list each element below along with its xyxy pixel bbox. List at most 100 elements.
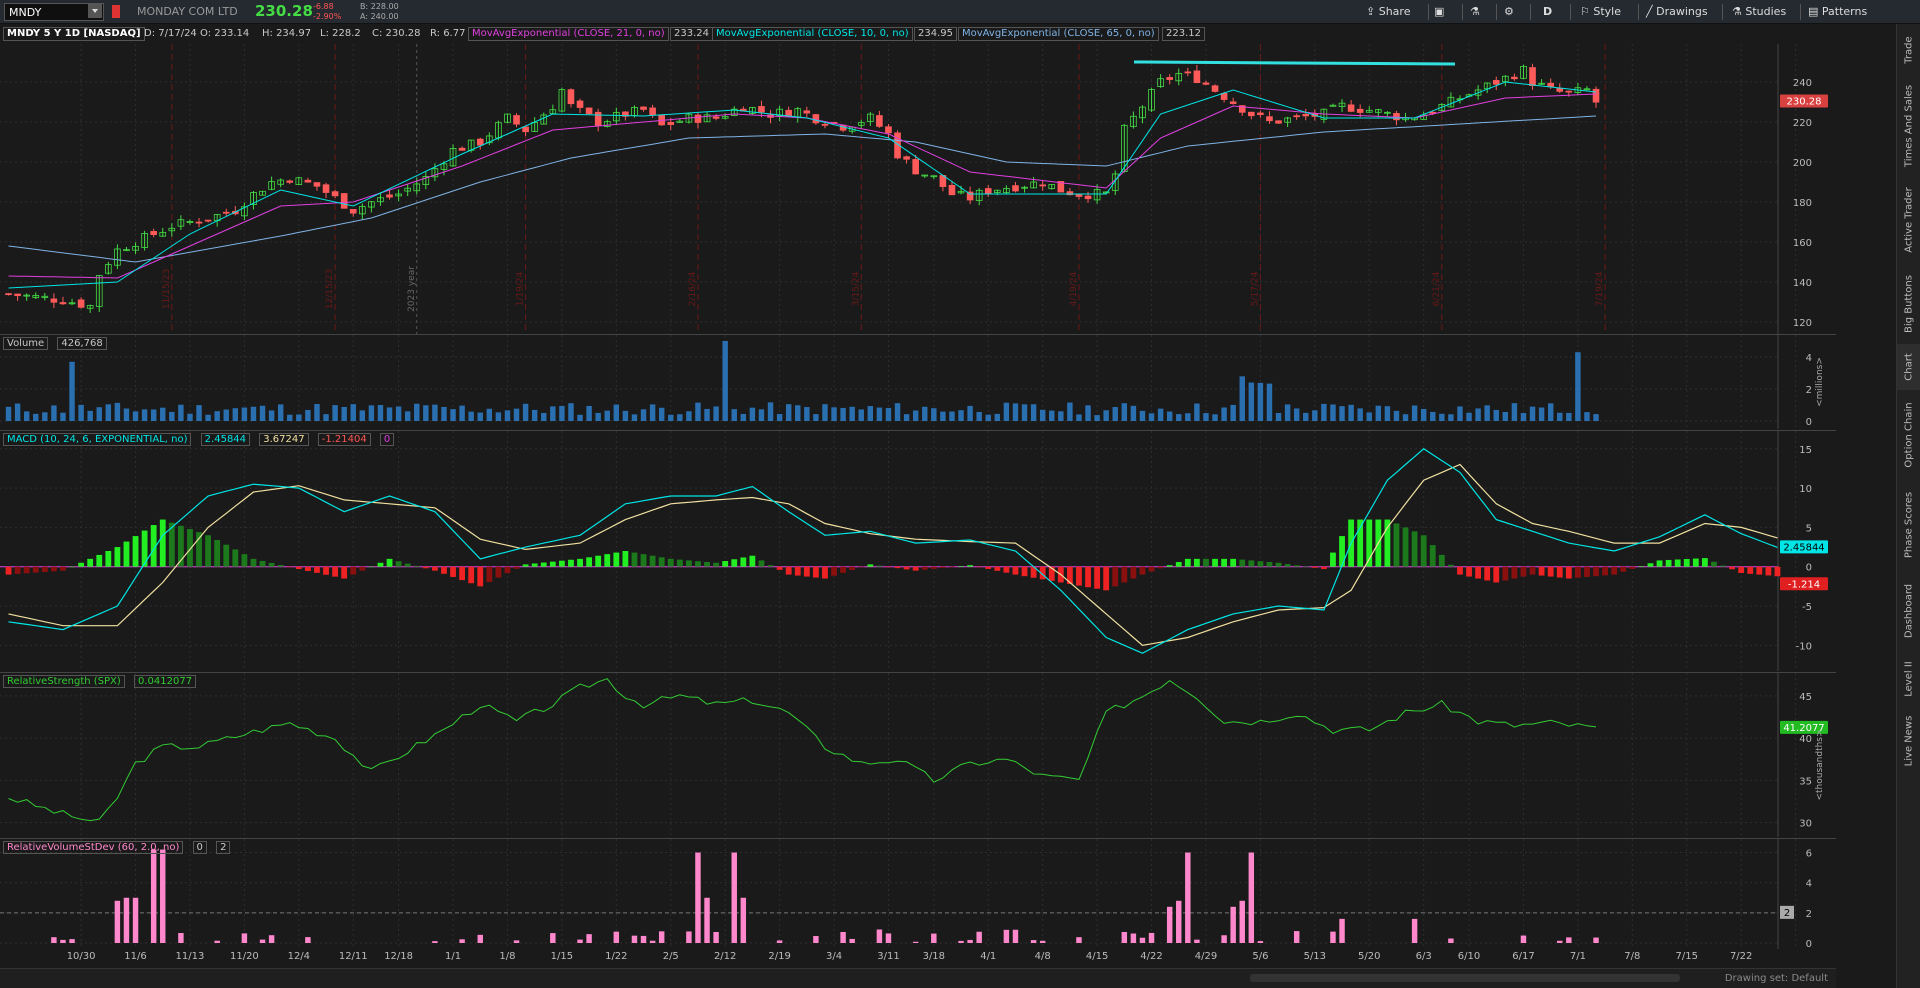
drawing-set-status[interactable]: Drawing set: Default: [1724, 973, 1828, 984]
volume-bar: [87, 410, 93, 421]
volume-bar: [1575, 352, 1581, 421]
flag-icon[interactable]: [112, 5, 120, 18]
horizontal-scrollbar[interactable]: [1250, 974, 1680, 982]
candle-body: [857, 122, 865, 126]
volume-bar: [704, 408, 710, 421]
tab-live-news[interactable]: Live News: [1903, 715, 1915, 767]
company-name: MONDAY COM LTD: [137, 5, 238, 18]
macd-label[interactable]: MACD (10, 24, 6, EXPONENTIAL, no): [3, 433, 192, 446]
timeframe-button[interactable]: D: [1543, 5, 1553, 18]
macd-histogram-bar: [577, 558, 583, 567]
candle-body: [1066, 191, 1074, 196]
candle-body: [395, 193, 402, 197]
volume-bar: [241, 407, 248, 421]
macd-histogram-bar: [1257, 561, 1264, 567]
symbol-dropdown-button[interactable]: [88, 4, 102, 18]
chart-title[interactable]: MNDY 5 Y 1D [NASDAQ]: [3, 27, 145, 41]
candle-body: [730, 108, 738, 117]
candle-body: [984, 188, 992, 194]
flask-icon: ⚗: [1470, 5, 1480, 18]
candle-body: [703, 114, 711, 123]
volume-bar: [1430, 411, 1436, 421]
candle-body: [1193, 70, 1201, 83]
time-axis[interactable]: 10/30 11/6 11/13 11/20 12/4 12/11 12/18 1/1 1/8 1…: [0, 948, 1836, 962]
lab-button[interactable]: ⚗: [1470, 3, 1480, 21]
macd-histogram-bar: [486, 566, 493, 582]
x-tick-label: 7/15: [1676, 951, 1698, 962]
settings-button[interactable]: ⚙: [1504, 3, 1514, 21]
macd-histogram-bar: [867, 564, 874, 567]
ema10-label[interactable]: MovAvgExponential (CLOSE, 10, 0, no): [712, 27, 913, 41]
ema65-value: 223.12: [1162, 27, 1205, 41]
macd-histogram-bar: [1384, 519, 1391, 567]
symbol-input[interactable]: MNDY: [4, 3, 104, 21]
volume-bar: [450, 409, 456, 421]
macd-histogram-bar: [259, 560, 266, 567]
candle-body: [1338, 102, 1346, 107]
candle-body: [1474, 89, 1482, 96]
separator: [1722, 4, 1723, 20]
tab-option-chain[interactable]: Option Chain: [1903, 402, 1915, 468]
volume-bar: [1130, 405, 1137, 421]
x-tick-label: 1/8: [499, 951, 515, 962]
candle-body: [1356, 108, 1364, 113]
ema65-label[interactable]: MovAvgExponential (CLOSE, 65, 0, no): [958, 27, 1159, 41]
macd-histogram-bar: [758, 560, 765, 567]
tab-level-ii[interactable]: Level II: [1903, 661, 1915, 697]
volume-bar: [1203, 413, 1209, 421]
tab-active-trader[interactable]: Active Trader: [1903, 187, 1915, 253]
volume-label[interactable]: Volume: [3, 337, 49, 350]
chart-header: MNDY 5 Y 1D [NASDAQ] D: 7/17/24 O: 233.1…: [0, 24, 1836, 44]
tab-times-and-sales[interactable]: Times And Sales: [1903, 84, 1915, 168]
volume-bar: [33, 413, 39, 421]
volume-bar: [1411, 405, 1418, 421]
tab-chart[interactable]: Chart: [1897, 344, 1920, 390]
rvs-bar: [132, 897, 139, 943]
x-tick-label: 1/22: [605, 951, 627, 962]
rs-chart: 30 35 40 45 41.2077<thousandths>: [0, 673, 1828, 837]
volume-bar: [277, 404, 284, 421]
candle-body: [676, 120, 684, 123]
studies-button[interactable]: ⚗ Studies: [1732, 5, 1787, 18]
volume-bar: [259, 405, 266, 421]
rvs-bar: [150, 849, 157, 943]
volume-bar: [314, 404, 320, 421]
macd-histogram-bar: [967, 565, 974, 567]
volume-bar: [867, 406, 874, 421]
rvs-label[interactable]: RelativeVolumeStDev (60, 2.0, no): [3, 841, 184, 854]
ema21-label[interactable]: MovAvgExponential (CLOSE, 21, 0, no): [468, 27, 669, 41]
price-chart[interactable]: 120 140 160 180 200 220 240 11/15/23 12/15/23 202…: [0, 44, 1836, 334]
share-button[interactable]: ⇪ Share: [1366, 5, 1411, 18]
volume-bar: [994, 413, 1001, 421]
macd-histogram-bar: [1584, 566, 1590, 577]
candle-body: [721, 116, 729, 119]
month-marker-label: 7/19/24: [1595, 271, 1605, 306]
macd-histogram-bar: [513, 566, 520, 569]
macd-histogram-bar: [549, 561, 556, 567]
volume-bar: [78, 404, 84, 421]
macd-histogram-bar: [1103, 566, 1110, 591]
tab-dashboard[interactable]: Dashboard: [1903, 583, 1915, 639]
macd-histogram-bar: [794, 566, 801, 576]
candle-body: [32, 295, 40, 299]
volume-pane[interactable]: Volume 426,768 0 2 4 <millions>: [0, 334, 1836, 429]
style-button[interactable]: ⚐ Style: [1580, 5, 1622, 18]
tab-phase-scores[interactable]: Phase Scores: [1903, 491, 1915, 559]
volume-bar: [858, 409, 864, 421]
screenshot-button[interactable]: ▣: [1434, 3, 1444, 21]
x-tick-label: 11/20: [230, 951, 259, 962]
rs-label[interactable]: RelativeStrength (SPX): [3, 675, 125, 688]
volume-bar: [1402, 414, 1409, 421]
price-pane[interactable]: 120 140 160 180 200 220 240 11/15/23 12/15/23 202…: [0, 44, 1836, 334]
rs-pane[interactable]: RelativeStrength (SPX) 0.0412077 30 35 40 4…: [0, 672, 1836, 837]
price-y-tick: 220: [1793, 118, 1812, 129]
tab-trade[interactable]: Trade: [1903, 36, 1915, 64]
drawings-button[interactable]: ╱ Drawings: [1646, 5, 1708, 18]
camera-icon: ▣: [1434, 5, 1445, 18]
tab-big-buttons[interactable]: Big Buttons: [1903, 275, 1915, 333]
patterns-button[interactable]: ▤ Patterns: [1808, 5, 1868, 18]
volume-bar: [1221, 407, 1227, 421]
macd-pane[interactable]: MACD (10, 24, 6, EXPONENTIAL, no) 2.4584…: [0, 430, 1836, 671]
x-tick-label: 5/6: [1252, 951, 1268, 962]
